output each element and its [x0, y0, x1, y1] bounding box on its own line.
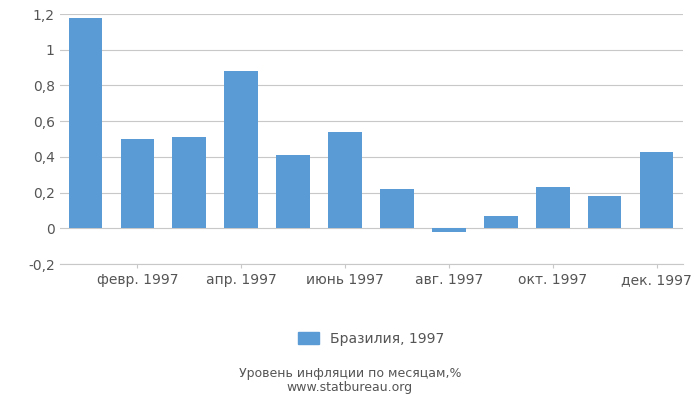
Bar — [536, 187, 570, 228]
Bar — [484, 216, 518, 228]
Bar — [69, 18, 102, 228]
Text: www.statbureau.org: www.statbureau.org — [287, 382, 413, 394]
Bar — [328, 132, 362, 228]
Bar — [380, 189, 414, 228]
Bar — [276, 155, 310, 228]
Bar — [224, 71, 258, 228]
Bar — [432, 228, 466, 232]
Bar — [588, 196, 622, 228]
Legend: Бразилия, 1997: Бразилия, 1997 — [293, 326, 449, 351]
Bar — [120, 139, 154, 228]
Text: Уровень инфляции по месяцам,%: Уровень инфляции по месяцам,% — [239, 368, 461, 380]
Bar — [172, 137, 206, 228]
Bar — [640, 152, 673, 228]
